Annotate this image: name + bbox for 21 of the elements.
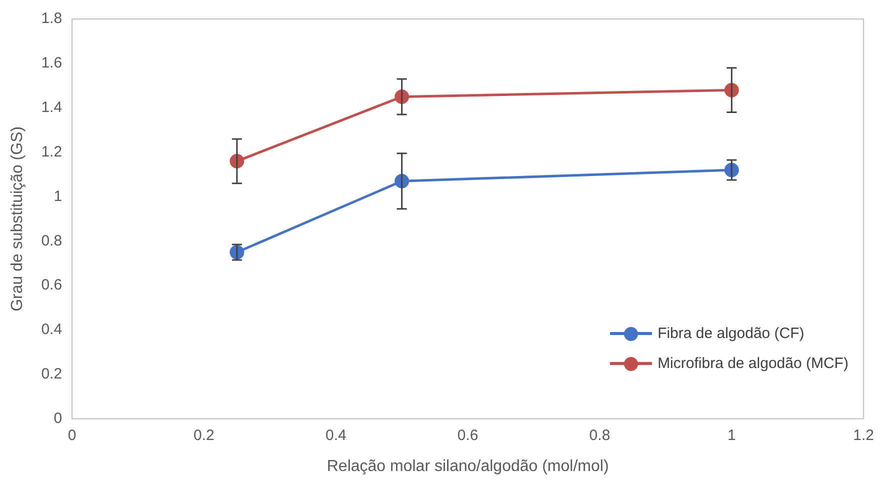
x-tick-label: 0	[68, 426, 76, 444]
x-tick-label: 0.2	[194, 426, 214, 444]
y-tick-label: 0.8	[41, 232, 62, 250]
y-tick-label: 1	[54, 188, 62, 205]
y-tick-label: 0.4	[41, 321, 62, 338]
y-tick-label: 1.2	[41, 143, 62, 160]
x-axis-title: Relação molar silano/algodão (mol/mol)	[326, 458, 609, 475]
y-tick-label: 1.6	[41, 54, 62, 72]
y-tick-label: 1.8	[41, 10, 62, 28]
x-tick-label: 1	[727, 426, 736, 444]
legend-label: Fibra de algodão (CF)	[658, 324, 804, 344]
x-tick-label: 0.8	[589, 426, 610, 444]
y-tick-label: 1.4	[41, 98, 62, 116]
y-tick-label: 0	[54, 410, 62, 427]
legend-label: Microfibra de algodão (MCF)	[658, 354, 848, 374]
x-tick-label: 0.6	[457, 426, 478, 444]
x-tick-label: 1.2	[853, 426, 874, 444]
x-tick-label: 0.4	[325, 426, 346, 444]
y-tick-label: 0.6	[41, 276, 62, 294]
y-axis-title: Grau de substituição (GS)	[9, 126, 26, 312]
y-tick-label: 0.2	[41, 366, 62, 383]
